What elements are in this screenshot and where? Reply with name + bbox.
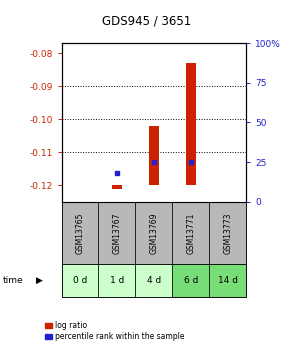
Text: time: time [3, 276, 23, 285]
Bar [209, 202, 246, 264]
Bar [149, 126, 159, 185]
Bar [186, 63, 196, 185]
Bar [172, 202, 209, 264]
Bar [62, 202, 98, 264]
Text: ▶: ▶ [36, 276, 43, 285]
Text: GSM13765: GSM13765 [76, 212, 84, 254]
Bar [62, 264, 98, 297]
Text: GSM13771: GSM13771 [186, 212, 195, 254]
Text: GSM13769: GSM13769 [149, 212, 158, 254]
Text: GSM13773: GSM13773 [223, 212, 232, 254]
Legend: log ratio, percentile rank within the sample: log ratio, percentile rank within the sa… [45, 321, 184, 341]
Bar [135, 202, 172, 264]
Text: GDS945 / 3651: GDS945 / 3651 [102, 14, 191, 28]
Text: GSM13767: GSM13767 [113, 212, 121, 254]
Bar [209, 264, 246, 297]
Text: 4 d: 4 d [147, 276, 161, 285]
Text: 0 d: 0 d [73, 276, 87, 285]
Text: 14 d: 14 d [218, 276, 238, 285]
Bar [135, 264, 172, 297]
Bar [98, 202, 135, 264]
Bar [172, 264, 209, 297]
Bar [98, 264, 135, 297]
Bar [112, 185, 122, 189]
Text: 1 d: 1 d [110, 276, 124, 285]
Text: 6 d: 6 d [183, 276, 198, 285]
